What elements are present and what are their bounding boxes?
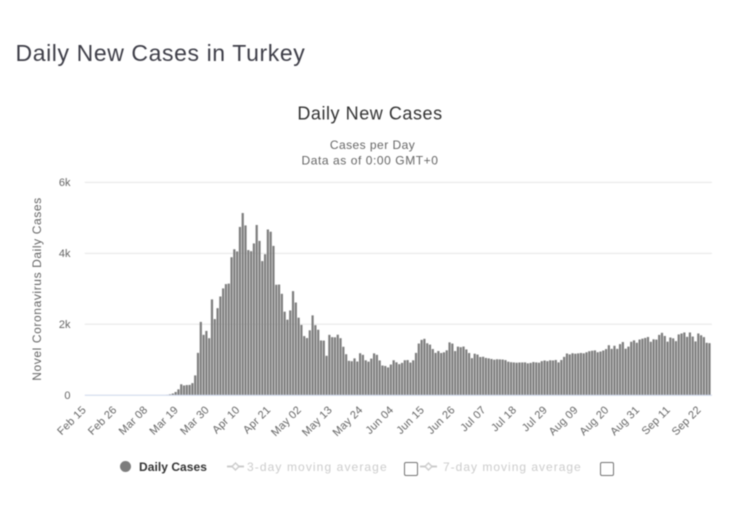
svg-text:Novel Coronavirus Daily Cases: Novel Coronavirus Daily Cases	[30, 197, 44, 380]
svg-text:Cases per Day: Cases per Day	[330, 138, 415, 152]
svg-text:0: 0	[64, 390, 70, 402]
svg-text:4k: 4k	[59, 248, 71, 260]
svg-text:2k: 2k	[59, 319, 71, 331]
svg-text:7-day moving average: 7-day moving average	[443, 460, 582, 474]
svg-text:3-day moving average: 3-day moving average	[247, 460, 388, 474]
svg-text:Daily Cases: Daily Cases	[139, 460, 207, 474]
svg-text:Data as of 0:00 GMT+0: Data as of 0:00 GMT+0	[301, 154, 438, 168]
svg-text:Daily New Cases: Daily New Cases	[297, 104, 442, 124]
svg-text:Daily New Cases in Turkey: Daily New Cases in Turkey	[16, 40, 306, 66]
svg-text:6k: 6k	[59, 177, 71, 189]
